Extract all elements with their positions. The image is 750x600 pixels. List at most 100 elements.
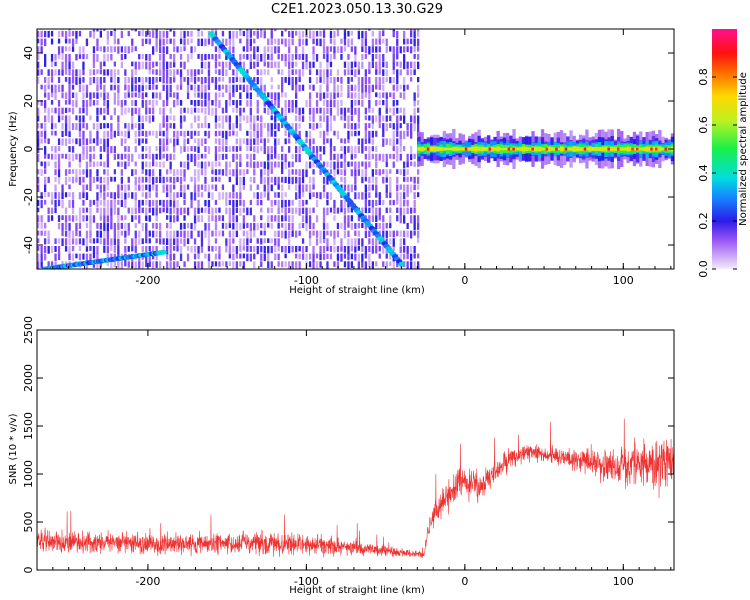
heat-cell [392, 77, 395, 84]
heat-cell [322, 207, 326, 216]
heat-cell [281, 222, 284, 228]
heat-cell [71, 207, 75, 214]
heat-cell [103, 215, 106, 224]
heat-cell [260, 253, 263, 261]
heat-cell [169, 176, 172, 183]
heat-cell [277, 207, 280, 215]
heat-cell [68, 77, 71, 85]
heat-cell [68, 54, 71, 62]
heat-cell [263, 123, 266, 128]
heat-cell [82, 153, 85, 160]
heat-cell [214, 222, 218, 231]
heat-cell [396, 100, 399, 106]
heat-cell [127, 222, 130, 231]
heat-cell [350, 84, 353, 91]
heat-cell [249, 238, 252, 243]
heat-cell [253, 176, 256, 184]
heat-cell [138, 261, 141, 269]
heat-cell [166, 123, 169, 131]
heat-cell [47, 161, 50, 167]
heat-cell [214, 77, 218, 85]
heat-cell [260, 77, 263, 86]
heat-cell [253, 38, 256, 44]
heat-cell [333, 92, 336, 100]
heat-cell [54, 54, 57, 61]
heat-cell [260, 215, 263, 221]
heat-cell [270, 115, 273, 121]
heat-cell [298, 54, 301, 60]
heat-cell [68, 61, 71, 70]
heat-cell [375, 192, 378, 198]
heat-cell [61, 184, 64, 193]
heat-cell [85, 184, 89, 190]
heat-cell [239, 92, 242, 99]
heat-cell [371, 261, 374, 269]
heat-cell [71, 107, 75, 115]
heat-cell [403, 115, 406, 124]
signal-peak-cell [555, 147, 558, 151]
heat-cell [183, 107, 186, 113]
heat-cell [159, 138, 162, 146]
heat-cell [190, 30, 193, 37]
heat-cell [155, 261, 158, 268]
heat-cell [173, 100, 176, 108]
heat-cell [148, 261, 151, 267]
heat-cell [71, 192, 75, 200]
heat-cell [235, 222, 238, 230]
heat-cell [61, 46, 64, 54]
heat-cell [326, 77, 329, 86]
heat-cell [361, 222, 364, 228]
heat-cell [155, 38, 158, 47]
heat-cell [64, 29, 68, 30]
heat-cell [92, 77, 96, 84]
heat-cell [61, 192, 64, 200]
heat-cell [336, 100, 340, 109]
heat-cell [308, 253, 312, 260]
heat-cell [413, 222, 416, 231]
heat-cell [71, 84, 75, 90]
heat-cell [225, 246, 228, 253]
heat-cell [54, 199, 57, 208]
heat-cell [78, 215, 82, 223]
heat-cell [274, 199, 277, 206]
heat-cell [145, 100, 148, 109]
heat-cell [347, 92, 350, 98]
heat-cell [277, 253, 280, 261]
heat-cell [249, 207, 252, 216]
heat-cell [403, 38, 406, 45]
colorbar-ticks: 0.00.20.40.60.8 [697, 68, 737, 278]
heat-cell [173, 54, 176, 63]
heat-cell [141, 77, 144, 86]
heat-cell [103, 100, 106, 107]
heat-cell [375, 176, 378, 184]
heat-cell [364, 184, 367, 192]
heat-cell [232, 100, 235, 106]
heat-cell [413, 61, 416, 70]
signal-band-cell [604, 146, 608, 152]
heat-cell [329, 192, 333, 200]
heat-cell [179, 161, 183, 168]
heat-cell [357, 115, 360, 123]
heat-cell [368, 46, 371, 55]
heat-cell [113, 146, 116, 153]
heat-cell [61, 215, 64, 220]
heat-cell [99, 153, 102, 160]
heat-cell [371, 123, 374, 129]
heat-cell [207, 123, 211, 129]
heat-cell [232, 192, 235, 199]
heat-cell [221, 77, 225, 82]
heat-cell [382, 222, 385, 231]
heat-cell [385, 169, 388, 178]
heat-cell [267, 253, 270, 262]
heat-cell [54, 161, 57, 169]
heat-cell [378, 169, 381, 176]
heat-cell [371, 215, 374, 222]
heat-cell [193, 261, 197, 269]
heat-cell [61, 261, 64, 267]
heat-cell [315, 199, 319, 208]
heat-cell [57, 253, 61, 261]
heat-cell [368, 29, 371, 31]
heat-cell [134, 230, 137, 239]
heat-cell [281, 169, 284, 175]
